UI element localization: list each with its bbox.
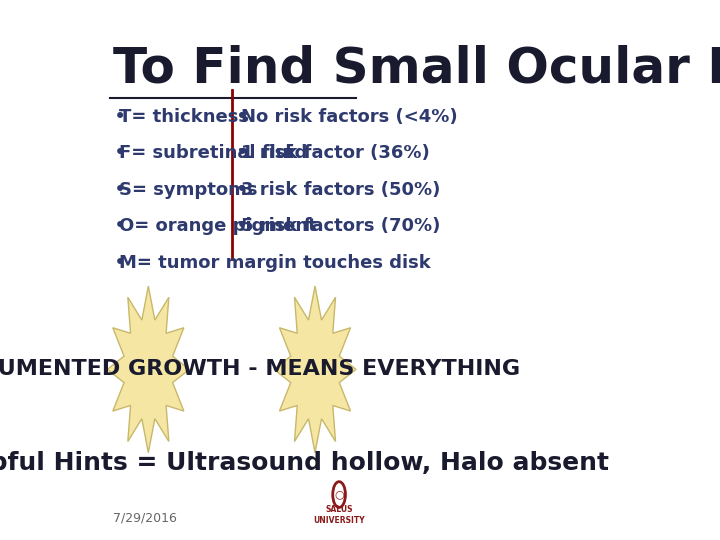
Text: DOCUMENTED GROWTH - MEANS EVERYTHING: DOCUMENTED GROWTH - MEANS EVERYTHING bbox=[0, 360, 520, 380]
Polygon shape bbox=[274, 286, 356, 453]
Text: 1 risk factor (36%): 1 risk factor (36%) bbox=[241, 144, 430, 163]
Text: F= subretinal fluid: F= subretinal fluid bbox=[120, 144, 307, 163]
Text: •: • bbox=[235, 180, 248, 200]
Text: 5 risk factors (70%): 5 risk factors (70%) bbox=[241, 218, 441, 235]
Text: ○: ○ bbox=[334, 490, 344, 500]
Text: SALUS
UNIVERSITY: SALUS UNIVERSITY bbox=[313, 505, 365, 525]
Text: •: • bbox=[235, 217, 248, 237]
Text: Using Helpful Hints = Ultrasound hollow, Halo absent: Using Helpful Hints = Ultrasound hollow,… bbox=[0, 451, 608, 475]
Text: •: • bbox=[114, 253, 126, 273]
Text: 3 risk factors (50%): 3 risk factors (50%) bbox=[241, 181, 441, 199]
Polygon shape bbox=[107, 286, 189, 453]
Text: •: • bbox=[114, 107, 126, 127]
Text: No risk factors (<4%): No risk factors (<4%) bbox=[241, 108, 458, 126]
Text: To Find Small Ocular Melanoma: To Find Small Ocular Melanoma bbox=[112, 44, 720, 92]
Text: T= thickness: T= thickness bbox=[120, 108, 249, 126]
Text: S= symptoms: S= symptoms bbox=[120, 181, 258, 199]
Text: •: • bbox=[114, 180, 126, 200]
Text: O= orange pigment: O= orange pigment bbox=[120, 218, 317, 235]
Text: •: • bbox=[114, 217, 126, 237]
Text: M= tumor margin touches disk: M= tumor margin touches disk bbox=[120, 254, 431, 272]
Text: •: • bbox=[235, 144, 248, 164]
Text: •: • bbox=[114, 144, 126, 164]
Text: 7/29/2016: 7/29/2016 bbox=[112, 512, 176, 525]
Text: •: • bbox=[235, 107, 248, 127]
